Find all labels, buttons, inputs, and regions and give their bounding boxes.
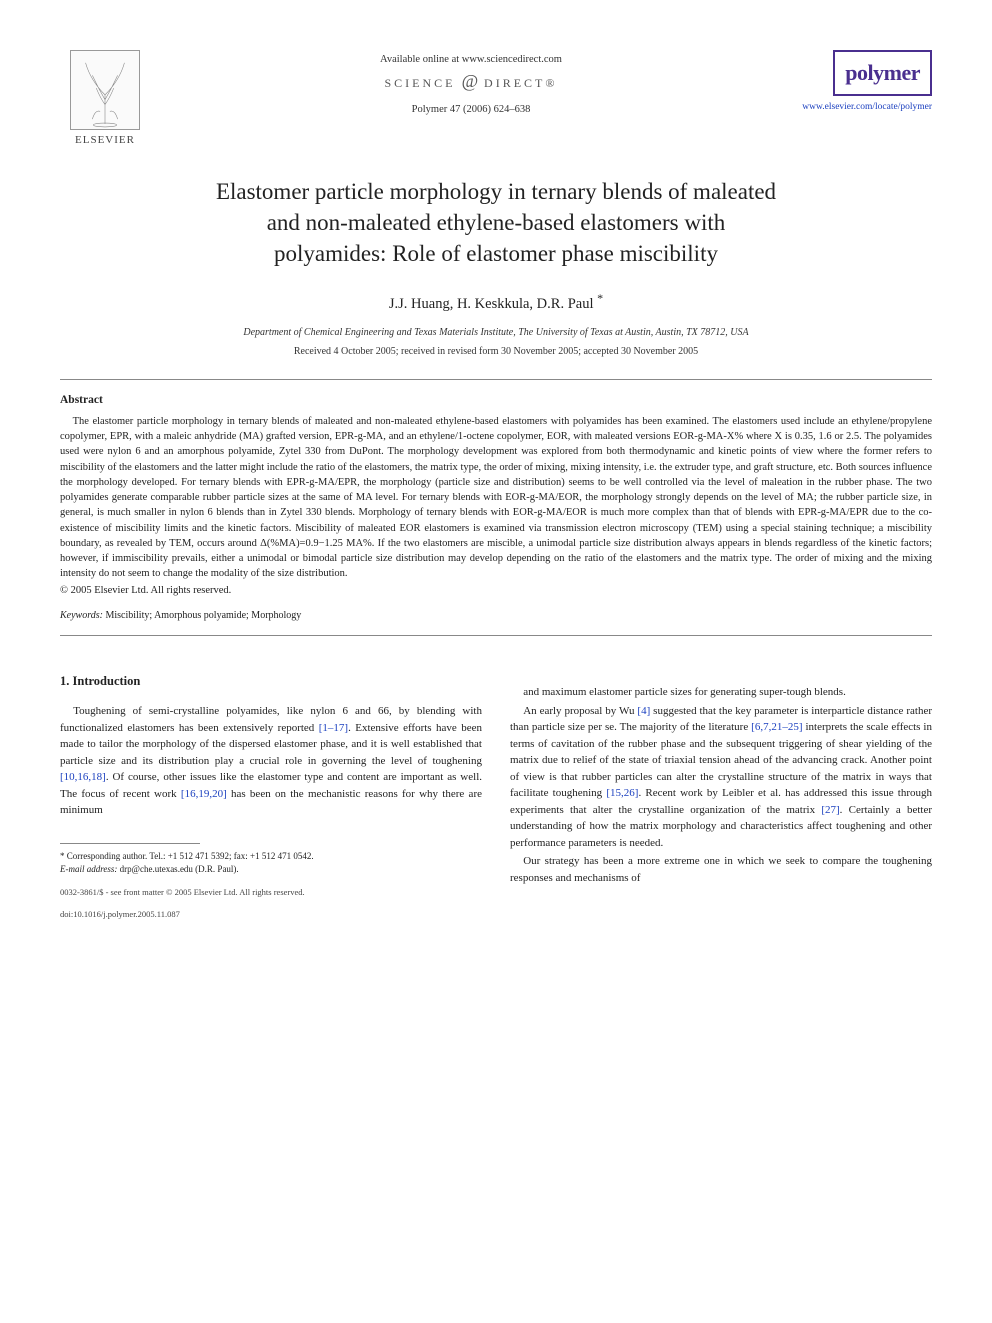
journal-name: polymer [845,60,920,86]
keywords-line: Keywords: Miscibility; Amorphous polyami… [60,610,932,621]
abstract-body: The elastomer particle morphology in ter… [60,414,932,581]
issn-line: 0032-3861/$ - see front matter © 2005 El… [60,886,482,899]
page-header: ELSEVIER Available online at www.science… [60,50,932,146]
column-top-spacer [510,650,932,684]
article-dates: Received 4 October 2005; received in rev… [60,346,932,357]
divider [60,635,932,636]
email-label: E-mail address: [60,864,117,874]
abstract-text: The elastomer particle morphology in ter… [60,414,932,581]
email-address: drp@che.utexas.edu (D.R. Paul). [120,864,239,874]
intro-para-4: Our strategy has been a more extreme one… [510,853,932,886]
email-line: E-mail address: drp@che.utexas.edu (D.R.… [60,863,482,876]
section-1-heading: 1. Introduction [60,672,482,691]
right-column: and maximum elastomer particle sizes for… [510,650,932,921]
intro-para-2: and maximum elastomer particle sizes for… [510,684,932,701]
intro-para-3: An early proposal by Wu [4] suggested th… [510,703,932,852]
publisher-label: ELSEVIER [60,134,150,146]
divider [60,379,932,380]
sd-prefix: SCIENCE [384,76,455,90]
journal-homepage-link[interactable]: www.elsevier.com/locate/polymer [792,102,932,112]
publisher-logo-block: ELSEVIER [60,50,150,146]
corresponding-author-note: * Corresponding author. Tel.: +1 512 471… [60,850,482,863]
corresponding-mark: * [597,291,603,305]
title-line-1: Elastomer particle morphology in ternary… [216,179,776,204]
intro-para-1: Toughening of semi-crystalline polyamide… [60,703,482,819]
sd-suffix: DIRECT [484,76,545,90]
sd-at-glyph: @ [461,71,478,91]
sd-mark: ® [545,76,557,90]
body-columns: 1. Introduction Toughening of semi-cryst… [60,650,932,921]
affiliation: Department of Chemical Engineering and T… [60,327,932,338]
doi-line: doi:10.1016/j.polymer.2005.11.087 [60,908,482,921]
title-line-2: and non-maleated ethylene-based elastome… [267,210,726,235]
journal-mark: polymer [833,50,932,96]
footnotes: * Corresponding author. Tel.: +1 512 471… [60,850,482,876]
abstract-heading: Abstract [60,394,932,406]
center-header: Available online at www.sciencedirect.co… [150,50,792,115]
footnote-divider [60,843,200,844]
elsevier-tree-icon [70,50,140,130]
authors-line: J.J. Huang, H. Keskkula, D.R. Paul * [60,291,932,313]
article-title: Elastomer particle morphology in ternary… [100,176,892,269]
left-column: 1. Introduction Toughening of semi-cryst… [60,650,482,921]
sciencedirect-logo: SCIENCE @ DIRECT® [150,71,792,92]
citation-line: Polymer 47 (2006) 624–638 [150,104,792,115]
abstract-copyright: © 2005 Elsevier Ltd. All rights reserved… [60,585,932,596]
available-online-line: Available online at www.sciencedirect.co… [150,54,792,65]
keywords-label: Keywords: [60,610,103,621]
keywords-list: Miscibility; Amorphous polyamide; Morpho… [105,610,301,621]
journal-block: polymer www.elsevier.com/locate/polymer [792,50,932,112]
authors: J.J. Huang, H. Keskkula, D.R. Paul [389,296,594,312]
title-line-3: polyamides: Role of elastomer phase misc… [274,241,718,266]
